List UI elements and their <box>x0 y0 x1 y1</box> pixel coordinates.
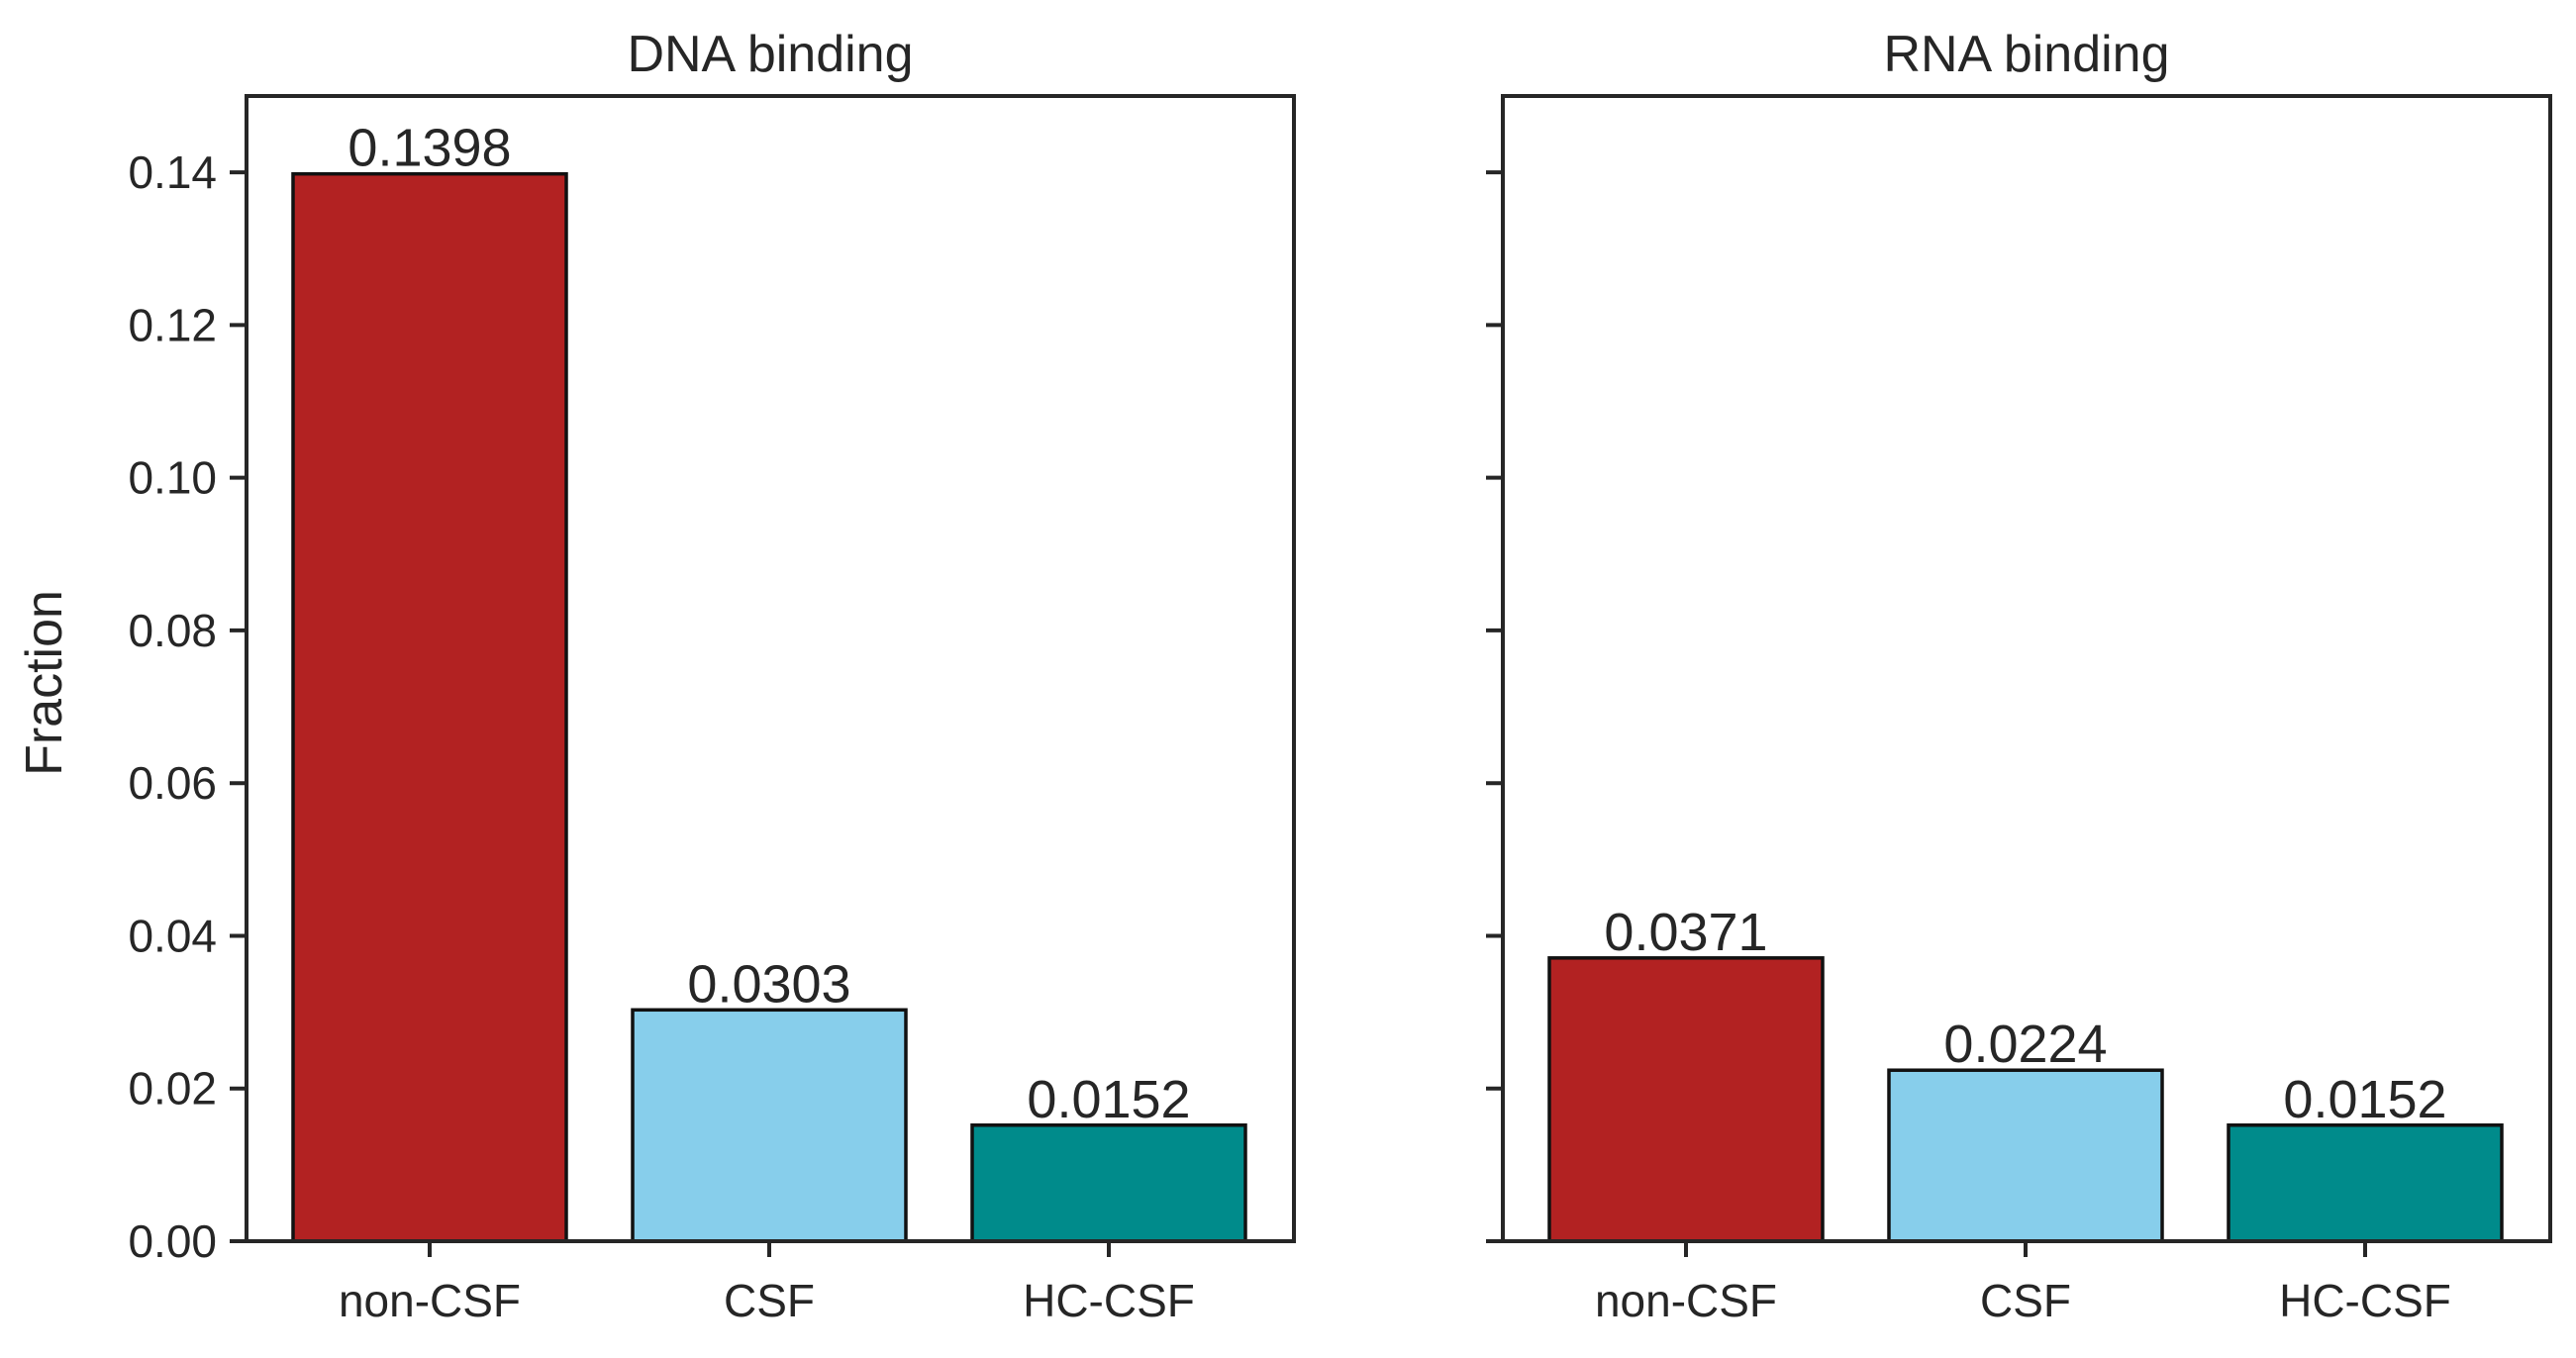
bar-csf <box>631 1008 908 1243</box>
bar-hc-csf <box>2227 1123 2504 1243</box>
y-tick-label: 0.00 <box>128 1215 217 1267</box>
bar-hc-csf <box>970 1123 1247 1243</box>
bar-csf <box>1887 1068 2164 1243</box>
data-label: 0.0224 <box>1943 1015 2107 1074</box>
data-label: 0.0303 <box>687 954 850 1014</box>
y-tick-label: 0.08 <box>128 605 217 656</box>
x-tick-label: CSF <box>724 1275 815 1326</box>
x-tick-label: non-CSF <box>1595 1275 1777 1326</box>
data-label: 0.1398 <box>347 119 511 178</box>
x-tick-label: HC-CSF <box>1023 1275 1195 1326</box>
y-tick-label: 0.04 <box>128 910 217 961</box>
panels: DNA binding 0.1398 non-CSF 0.0303 CSF 0.0152 H… <box>128 26 2552 1326</box>
y-tick-label: 0.06 <box>128 757 217 809</box>
panel-title: DNA binding <box>627 26 913 83</box>
bar-non-csf <box>291 171 568 1243</box>
panel-title: RNA binding <box>1883 26 2169 83</box>
data-label: 0.0152 <box>1027 1070 1190 1129</box>
axes-frame <box>1501 94 2552 1243</box>
y-axis-label: Fraction <box>16 590 73 776</box>
x-tick-label: CSF <box>1980 1275 2071 1326</box>
x-tick-label: non-CSF <box>339 1275 521 1326</box>
y-tick-label: 0.10 <box>128 452 217 504</box>
data-label: 0.0152 <box>2283 1070 2446 1129</box>
y-tick-label: 0.14 <box>128 146 217 198</box>
axes-frame <box>245 94 1296 1243</box>
panel-dna-binding: DNA binding 0.1398 non-CSF 0.0303 CSF 0.0152 H… <box>128 26 1296 1326</box>
y-tick-label: 0.12 <box>128 299 217 350</box>
data-label: 0.0371 <box>1604 903 1767 962</box>
bar-non-csf <box>1547 956 1825 1243</box>
y-tick-label: 0.02 <box>128 1063 217 1115</box>
x-tick-label: HC-CSF <box>2279 1275 2451 1326</box>
panel-rna-binding: RNA binding 0.0371 non-CSF 0.0224 CSF 0.0152 H… <box>1486 26 2552 1326</box>
